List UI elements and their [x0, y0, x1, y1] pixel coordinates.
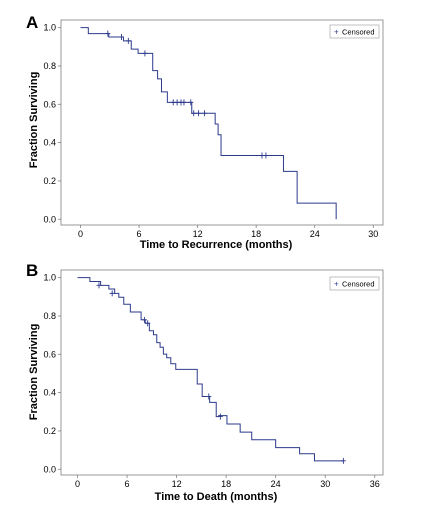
- panel-b-x-tick-label: 6: [125, 479, 130, 489]
- panel-a-censor-mark: [118, 34, 124, 41]
- panel-a-x-tick-label: 6: [137, 229, 142, 239]
- panel-a-x-tick-label: 24: [310, 229, 320, 239]
- panel-a-legend-box: [329, 24, 380, 39]
- panel-a-x-tick-label: 18: [251, 229, 261, 239]
- panel-a-x-tick-label: 12: [193, 229, 203, 239]
- panel-b-y-axis-title: Fraction Surviving: [28, 324, 40, 421]
- panel-b-legend-box: [329, 276, 380, 291]
- panel-b-censor-mark: [141, 316, 147, 323]
- panel-a-censor-mark: [263, 152, 269, 159]
- panel-b-censor-mark: [217, 413, 223, 420]
- panel-b-x-tick-label: 12: [172, 479, 182, 489]
- panel-a-y-tick-label: 0.2: [43, 176, 56, 186]
- panel-b-y-tick-label: 0.0: [43, 464, 56, 474]
- panel-b-censor-mark: [109, 290, 115, 297]
- panel-b-censor-marks: [96, 282, 346, 464]
- panel-a-legend-plus-icon: +: [334, 28, 339, 37]
- panel-a-plot-frame: [60, 19, 384, 226]
- panel-a-y-tick-label: 1.0: [43, 23, 56, 33]
- panel-b-x-axis-title: Time to Death (months): [155, 491, 278, 503]
- panel-b-survival-curve: [77, 277, 345, 462]
- panel-a-censor-mark: [188, 99, 194, 106]
- panel-b-x-tick-label: 18: [221, 479, 231, 489]
- panel-b-x-tick-label: 0: [75, 479, 80, 489]
- panel-a-censor-mark: [105, 30, 111, 37]
- panel-a-y-axis-title: Fraction Surviving: [28, 72, 40, 169]
- panel-a-x-tick-label: 30: [368, 229, 378, 239]
- panel-b-y-tick-label: 0.2: [43, 426, 56, 436]
- panel-a-censor-marks: [105, 30, 269, 159]
- panel-b-x-tick-label: 36: [370, 479, 380, 489]
- panel-b-x-tick-label: 30: [320, 479, 330, 489]
- panel-a-legend: + Censored: [329, 24, 380, 39]
- panel-b-x-axis: 0 6 12 18 24 30 36: [75, 475, 380, 489]
- panel-a-y-tick-label: 0.4: [43, 138, 56, 148]
- panel-b-censor-mark: [340, 457, 346, 464]
- panel-a: A 0.0 0.2 0.4 0.6 0.8 1.0 0 6 12 18 24 30 + Censor…: [26, 13, 384, 251]
- panel-b-y-tick-label: 0.4: [43, 388, 56, 398]
- panel-a-censor-mark: [181, 99, 187, 106]
- panel-b-y-axis: 0.0 0.2 0.4 0.6 0.8 1.0: [43, 273, 61, 474]
- panel-a-x-axis-title: Time to Recurrence (months): [140, 239, 293, 251]
- panel-b-legend-plus-icon: +: [334, 280, 339, 289]
- panel-a-censor-mark: [125, 37, 131, 44]
- panel-b-censor-mark: [145, 320, 151, 327]
- panel-b-letter: B: [26, 261, 38, 280]
- panel-a-x-tick-label: 0: [78, 229, 83, 239]
- panel-b-legend-label: Censored: [342, 280, 375, 289]
- panel-a-censor-mark: [196, 110, 202, 117]
- panel-b-plot-frame: [60, 269, 384, 476]
- panel-b-y-tick-label: 1.0: [43, 273, 56, 283]
- panel-b-y-tick-label: 0.6: [43, 349, 56, 359]
- panel-a-y-tick-label: 0.6: [43, 99, 56, 109]
- panel-a-letter: A: [26, 13, 38, 32]
- panel-a-y-tick-label: 0.8: [43, 61, 56, 71]
- panel-a-y-axis: 0.0 0.2 0.4 0.6 0.8 1.0: [43, 23, 61, 224]
- panel-a-x-axis: 0 6 12 18 24 30: [78, 225, 378, 239]
- panel-a-censor-mark: [201, 110, 207, 117]
- panel-a-y-tick-label: 0.0: [43, 214, 56, 224]
- panel-b-y-tick-label: 0.8: [43, 311, 56, 321]
- panel-b: B 0.0 0.2 0.4 0.6 0.8 1.0 0 6 12 18 24 30 36 + Cens…: [26, 261, 384, 503]
- panel-a-survival-curve: [80, 27, 337, 220]
- panel-b-censor-mark: [206, 393, 212, 400]
- panel-a-censor-mark: [191, 110, 197, 117]
- panel-a-legend-label: Censored: [342, 28, 375, 37]
- panel-b-censor-mark: [96, 282, 102, 289]
- panel-b-x-tick-label: 24: [271, 479, 281, 489]
- panel-a-censor-mark: [142, 50, 148, 57]
- panel-b-legend: + Censored: [329, 276, 380, 291]
